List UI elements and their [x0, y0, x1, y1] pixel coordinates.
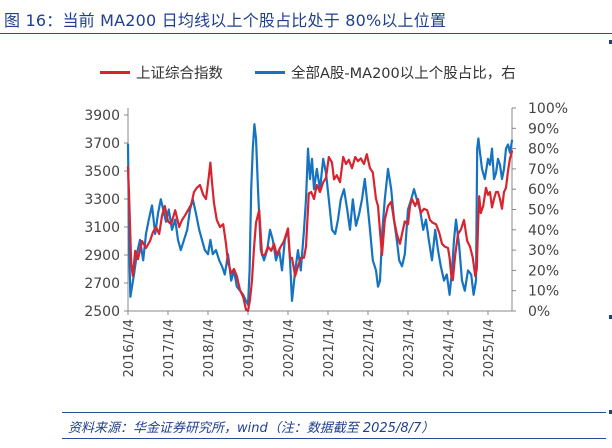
- left-axis-tick-label: 3300: [84, 192, 120, 208]
- source-divider-top: [62, 412, 606, 413]
- right-axis-tick-label: 30%: [528, 243, 559, 259]
- right-axis-tick-label: 20%: [528, 263, 559, 279]
- source-divider-bottom: [62, 438, 606, 439]
- x-axis-tick-label: 2022/1/4: [362, 319, 377, 377]
- left-axis-tick-label: 2700: [84, 276, 120, 292]
- x-axis-tick-label: 2020/1/4: [282, 319, 297, 377]
- left-axis-tick-label: 3900: [84, 108, 120, 124]
- right-axis-tick-label: 0%: [528, 304, 550, 320]
- right-axis-tick-label: 70%: [528, 162, 559, 178]
- legend-swatch-red: [100, 71, 130, 74]
- legend-label-shanghai: 上证综合指数: [136, 66, 223, 82]
- x-axis-tick-label: 2023/1/4: [402, 319, 417, 377]
- right-axis-tick-label: 90%: [528, 121, 559, 137]
- right-axis-tick-label: 40%: [528, 223, 559, 239]
- right-axis-tick-label: 80%: [528, 142, 559, 158]
- left-axis-tick-label: 2500: [84, 304, 120, 320]
- right-axis-tick-label: 60%: [528, 182, 559, 198]
- x-axis-tick-label: 2016/1/4: [122, 319, 137, 377]
- legend-item-ma200: 全部A股-MA200以上个股占比，右: [255, 62, 516, 83]
- figure-title: 图 16：当前 MA200 日均线以上个股占比处于 80%以上位置: [4, 11, 447, 30]
- source-note: 资料来源：华金证券研究所，wind（注：数据截至 2025/8/7）: [68, 421, 435, 436]
- title-divider: [0, 33, 612, 34]
- right-axis-tick-label: 100%: [528, 101, 568, 117]
- x-axis-tick-label: 2021/1/4: [322, 319, 337, 377]
- chart-axes: 2500 2700 2900 3100 3300 3500 3700 3900 0% 10% 20%…: [84, 101, 568, 377]
- series-line-ma200-share: [126, 123, 514, 306]
- x-axis-tick-label: 2018/1/4: [202, 319, 217, 377]
- chart-series: [126, 123, 514, 313]
- legend-label-ma200: 全部A股-MA200以上个股占比，右: [291, 66, 516, 82]
- left-axis-tick-label: 3700: [84, 136, 120, 152]
- legend-swatch-blue: [255, 71, 285, 74]
- left-axis-tick-label: 2900: [84, 248, 120, 264]
- left-axis-tick-label: 3100: [84, 220, 120, 236]
- x-axis-tick-label: 2017/1/4: [162, 319, 177, 377]
- right-axis-tick-label: 10%: [528, 284, 559, 300]
- x-axis-tick-label: 2025/1/4: [482, 319, 497, 377]
- x-axis-tick-label: 2019/1/4: [242, 319, 257, 377]
- right-axis-tick-label: 50%: [528, 203, 559, 219]
- left-axis-tick-label: 3500: [84, 164, 120, 180]
- x-axis-tick-label: 2024/1/4: [442, 319, 457, 377]
- page-edge-marks: [609, 0, 612, 448]
- series-line-shanghai-index: [126, 150, 514, 313]
- legend-item-shanghai: 上证综合指数: [100, 62, 223, 83]
